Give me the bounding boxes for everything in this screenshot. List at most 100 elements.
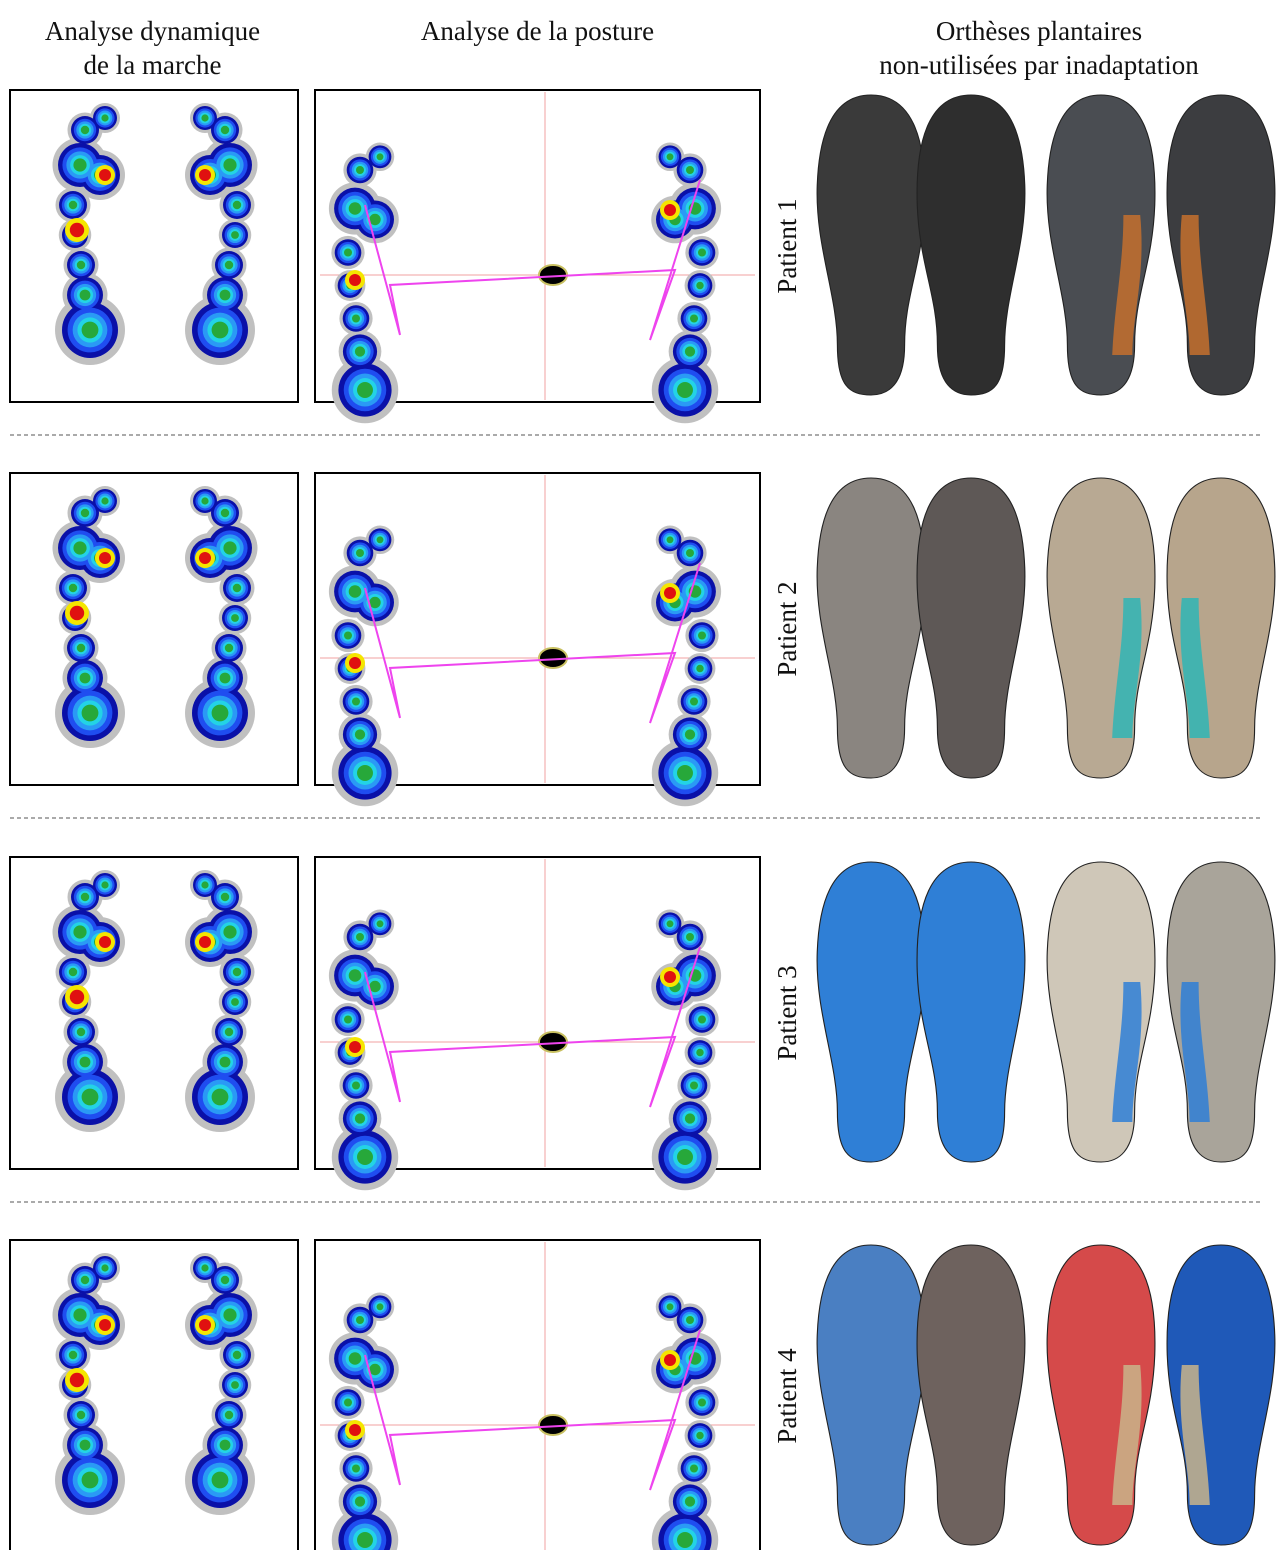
pressure-zone: [690, 1464, 698, 1473]
patient-label: Patient 1: [772, 198, 802, 293]
pressure-zone: [698, 1398, 706, 1407]
gait-panel: [9, 856, 299, 1170]
gait-panel: [9, 89, 299, 403]
gait-panel: [9, 1239, 299, 1550]
pressure-zone: [684, 1113, 696, 1124]
pressure-zone: [666, 153, 674, 161]
pressure-zone: [344, 631, 352, 640]
pressure-zone: [231, 998, 239, 1006]
pressure-zone: [357, 382, 373, 398]
pressure-zone: [79, 1439, 91, 1451]
pressure-zone: [354, 1496, 366, 1507]
patient-label: Patient 3: [772, 965, 802, 1060]
pressure-zone: [73, 1308, 87, 1322]
pressure-zone: [344, 1015, 352, 1024]
pressure-zone: [231, 231, 239, 239]
pressure-zone: [68, 200, 78, 210]
pressure-zone: [686, 166, 694, 174]
insole-accent: [1180, 215, 1210, 355]
pressure-zone: [698, 631, 706, 640]
pressure-zone: [224, 1410, 234, 1420]
pressure-zone: [68, 967, 78, 977]
pressure-zone: [352, 697, 360, 706]
pressure-zone: [79, 672, 91, 684]
pressure-zone: [686, 933, 694, 941]
pressure-zone: [219, 672, 231, 684]
pressure-zone: [677, 382, 693, 398]
pressure-zone: [219, 1056, 231, 1068]
insole-accent: [1112, 1365, 1142, 1505]
pressure-zone: [666, 1303, 674, 1311]
pressure-zone: [356, 549, 364, 557]
posture-line: [364, 562, 701, 724]
pressure-peak: [69, 605, 85, 621]
pressure-peak: [349, 1424, 361, 1436]
insole-photo: [916, 1244, 1026, 1546]
header-line: Analyse de la posture: [420, 16, 655, 46]
pressure-zone: [352, 314, 360, 323]
pressure-zone: [73, 925, 87, 939]
insole-accent: [1112, 215, 1142, 355]
pressure-peak: [349, 657, 361, 669]
pressure-zone: [76, 643, 86, 653]
pressure-zone: [101, 114, 109, 122]
pressure-zone: [211, 704, 229, 722]
pressure-zone: [80, 125, 90, 135]
patient-row: Patient 2: [9, 472, 1276, 819]
pressure-zone: [101, 1264, 109, 1272]
pressure-zone: [352, 1081, 360, 1090]
pressure-peak: [664, 204, 676, 216]
pressure-peak: [199, 169, 211, 181]
pressure-zone: [677, 765, 693, 781]
pressure-zone: [232, 1350, 242, 1360]
pressure-peak: [349, 1041, 361, 1053]
pressure-zone: [223, 541, 237, 555]
pressure-zone: [376, 1303, 384, 1311]
pressure-zone: [220, 892, 230, 902]
pressure-zone: [219, 289, 231, 301]
pressure-zone: [696, 1048, 704, 1057]
pressure-zone: [357, 1532, 373, 1548]
pressure-zone: [81, 704, 99, 722]
pressure-zone: [344, 1398, 352, 1407]
pressure-zone: [376, 920, 384, 928]
pressure-zone: [201, 1264, 209, 1272]
pressure-zone: [81, 1471, 99, 1489]
insole-accent: [1180, 598, 1210, 738]
pressure-zone: [232, 583, 242, 593]
column-header: Orthèses plantaires non-utilisées par ina…: [790, 14, 1288, 82]
pressure-zone: [76, 260, 86, 270]
pressure-zone: [101, 497, 109, 505]
pressure-zone: [201, 881, 209, 889]
pressure-zone: [344, 248, 352, 257]
pressure-zone: [686, 1316, 694, 1324]
pressure-zone: [231, 614, 239, 622]
pressure-zone: [686, 549, 694, 557]
pressure-zone: [232, 200, 242, 210]
pressure-zone: [690, 697, 698, 706]
pressure-peak: [99, 1319, 111, 1331]
pressure-zone: [80, 1275, 90, 1285]
pressure-zone: [224, 1027, 234, 1037]
pressure-zone: [677, 1532, 693, 1548]
pressure-zone: [354, 346, 366, 357]
pressure-peak: [99, 552, 111, 564]
pressure-zone: [101, 881, 109, 889]
insole-photo: [816, 861, 926, 1163]
pressure-zone: [232, 967, 242, 977]
pressure-zone: [698, 248, 706, 257]
pressure-zone: [81, 321, 99, 339]
pressure-zone: [223, 158, 237, 172]
pressure-zone: [211, 321, 229, 339]
pressure-zone: [352, 1464, 360, 1473]
pressure-peak: [349, 274, 361, 286]
pressure-peak: [664, 1354, 676, 1366]
pressure-peak: [199, 936, 211, 948]
pressure-zone: [79, 289, 91, 301]
pressure-zone: [224, 643, 234, 653]
pressure-zone: [220, 125, 230, 135]
pressure-zone: [356, 166, 364, 174]
insole-photo: [816, 94, 926, 396]
